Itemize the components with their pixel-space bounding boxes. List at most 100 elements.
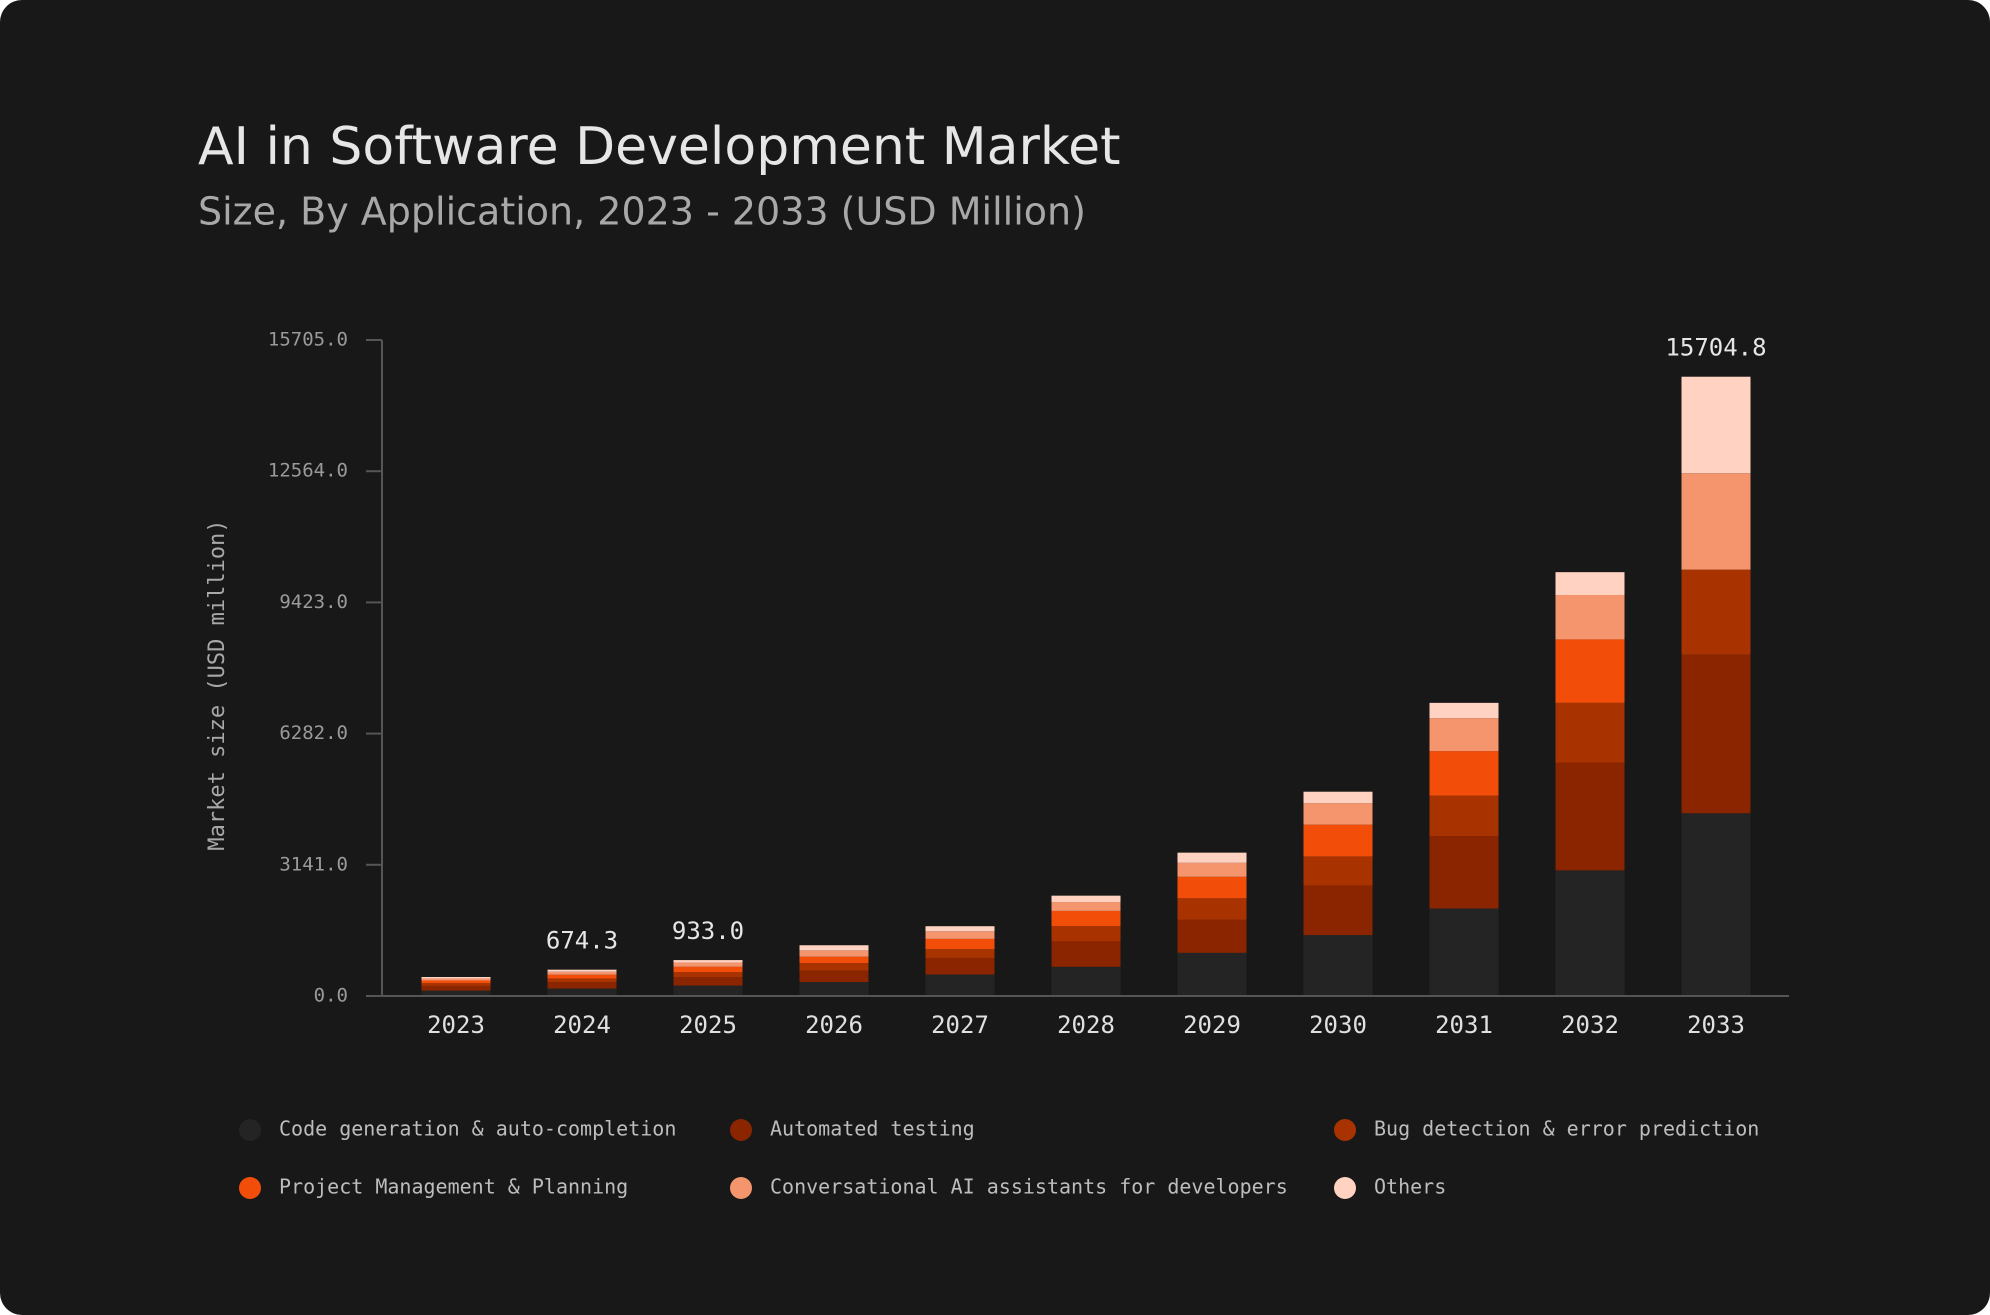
x-tick-label: 2026 [805, 1011, 863, 1039]
bar-segment [1177, 876, 1247, 899]
bar-segment [1429, 718, 1499, 752]
bar-segment [799, 956, 869, 964]
bar-segment [1681, 473, 1751, 570]
bar-segment [673, 972, 743, 978]
bar-segment [673, 966, 743, 973]
bar-segment [1303, 856, 1373, 886]
bar-segment [925, 949, 995, 958]
x-tick-label: 2025 [679, 1011, 737, 1039]
x-tick-label: 2023 [427, 1011, 485, 1039]
legend-swatch [730, 1177, 752, 1199]
total-label: 15704.8 [1665, 334, 1766, 362]
bar-segment [421, 990, 491, 996]
bar-segment [1051, 926, 1121, 942]
bar-segment [1555, 702, 1625, 763]
legend-swatch [730, 1119, 752, 1141]
legend-label: Bug detection & error prediction [1374, 1117, 1759, 1141]
y-tick-label: 0.0 [314, 985, 348, 1007]
legend-swatch [1334, 1177, 1356, 1199]
x-tick-label: 2027 [931, 1011, 989, 1039]
bar-segment [1177, 852, 1247, 863]
bar-segment [1429, 751, 1499, 796]
bar-segment [673, 977, 743, 986]
legend-swatch [1334, 1119, 1356, 1141]
bar-segment [799, 945, 869, 951]
bar-segment [799, 963, 869, 971]
chart-subtitle: Size, By Application, 2023 - 2033 (USD M… [198, 190, 1086, 234]
bar-segment [673, 962, 743, 967]
legend-label: Project Management & Planning [279, 1175, 628, 1199]
bar-segment [1555, 870, 1625, 996]
y-tick-label: 15705.0 [268, 329, 348, 351]
bar-segment [925, 926, 995, 932]
legend-swatch [239, 1177, 261, 1199]
bar-segment [421, 980, 491, 984]
bar-segment [1555, 595, 1625, 640]
bar-segment [1681, 376, 1751, 474]
bar-segment [1303, 824, 1373, 857]
y-tick-label: 12564.0 [268, 460, 348, 482]
x-tick-label: 2032 [1561, 1011, 1619, 1039]
bar-segment [1051, 966, 1121, 996]
x-tick-label: 2024 [553, 1011, 611, 1039]
bar-segment [799, 970, 869, 983]
chart-title: AI in Software Development Market [198, 117, 1120, 177]
bar-segment [421, 978, 491, 981]
bar-segment [421, 983, 491, 986]
bar-segment [1303, 803, 1373, 825]
x-tick-label: 2030 [1309, 1011, 1367, 1039]
bar-segment [925, 938, 995, 950]
x-tick-label: 2029 [1183, 1011, 1241, 1039]
bar-segment [1303, 935, 1373, 996]
bar-segment [1303, 791, 1373, 804]
bar-segment [925, 931, 995, 939]
bar-segment [421, 976, 491, 979]
legend-swatch [239, 1119, 261, 1141]
bar-segment [1051, 910, 1121, 927]
bar-segment [421, 985, 491, 991]
total-label: 674.3 [546, 927, 618, 955]
bar-segment [925, 957, 995, 975]
y-tick-label: 6282.0 [279, 722, 348, 744]
bar-segment [547, 971, 617, 975]
bar-segment [1555, 762, 1625, 871]
legend-label: Code generation & auto-completion [279, 1117, 676, 1141]
y-tick-label: 9423.0 [279, 591, 348, 613]
bar-segment [547, 978, 617, 983]
bar-segment [799, 982, 869, 996]
x-tick-label: 2031 [1435, 1011, 1493, 1039]
bar-segment [799, 950, 869, 957]
legend-label: Conversational AI assistants for develop… [770, 1175, 1288, 1199]
y-axis-label: Market size (USD million) [205, 519, 230, 850]
bar-segment [1177, 862, 1247, 877]
legend-label: Automated testing [770, 1117, 975, 1141]
bar-segment [673, 960, 743, 963]
bar-segment [1681, 654, 1751, 814]
bar-segment [1177, 898, 1247, 920]
bar-segment [1303, 885, 1373, 936]
bar-segment [1681, 569, 1751, 655]
x-tick-label: 2033 [1687, 1011, 1745, 1039]
bar-segment [1051, 895, 1121, 903]
bar-segment [1429, 795, 1499, 837]
bar-segment [1051, 941, 1121, 967]
bar-segment [547, 982, 617, 989]
bar-segment [1051, 902, 1121, 911]
bar-segment [925, 974, 995, 996]
bar-segment [673, 985, 743, 996]
bar-segment [1177, 952, 1247, 996]
legend-label: Others [1374, 1175, 1446, 1199]
bar-segment [1429, 836, 1499, 909]
bar-segment [547, 988, 617, 996]
bar-segment [1555, 639, 1625, 703]
bar-segment [1681, 813, 1751, 996]
bar-segment [1177, 919, 1247, 953]
x-tick-label: 2028 [1057, 1011, 1115, 1039]
bar-segment [1429, 702, 1499, 719]
bar-segment [547, 974, 617, 979]
bar-segment [1429, 908, 1499, 996]
bar-segment [547, 969, 617, 972]
total-label: 933.0 [672, 917, 744, 945]
